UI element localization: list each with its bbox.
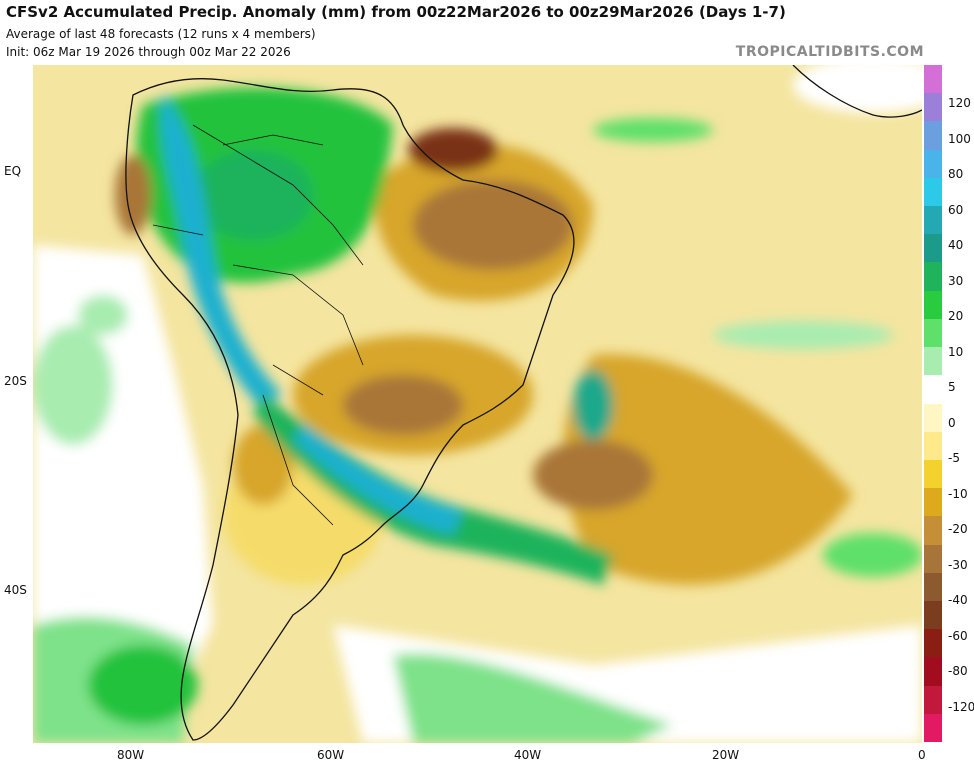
country-borders <box>152 124 364 526</box>
lat-label-20s: 20S <box>4 374 27 388</box>
map-subtitle-average: Average of last 48 forecasts (12 runs x … <box>6 27 316 41</box>
colorbar-tick-label: 60 <box>948 202 964 217</box>
east-atlantic-wet-patch <box>823 533 922 577</box>
colorbar-swatch <box>924 177 942 207</box>
lon-label-80w: 80W <box>117 748 145 762</box>
northeast-brazil-dry-core <box>413 180 573 270</box>
colorbar-swatch <box>924 657 942 687</box>
tropical-atlantic-wet-patch <box>713 321 893 349</box>
lon-label-60w: 60W <box>317 748 345 762</box>
colorbar-swatch <box>924 403 942 433</box>
andes-wet-band <box>160 95 283 405</box>
far-south-wet-core <box>88 645 198 725</box>
colorbar-tick-label: 5 <box>948 380 956 395</box>
east-pacific-wet-patch <box>78 295 128 335</box>
subtropical-atlantic-dry <box>563 354 853 585</box>
frontal-wet-band <box>253 395 613 585</box>
colorbar-swatch <box>924 685 942 715</box>
colorbar-swatch <box>924 431 942 461</box>
lon-label-20w: 20W <box>712 748 740 762</box>
equatorial-atlantic-wet-patch <box>593 118 713 142</box>
lat-label-40s: 40S <box>4 583 27 597</box>
colorbar-swatch <box>924 262 942 292</box>
argentina-dry-core <box>233 425 293 505</box>
colorbar-swatch <box>924 206 942 235</box>
lon-label-40w: 40W <box>514 748 542 762</box>
colorbar-tick-label: 120 <box>948 96 971 110</box>
colorbar-tick-label: 80 <box>948 167 964 182</box>
africa-europe-coastline <box>792 65 922 118</box>
colorbar-swatch <box>924 375 942 404</box>
colorbar-tick-label: 40 <box>948 238 964 253</box>
colorbar-tick-label: 10 <box>948 344 964 359</box>
colorbar-swatch <box>924 488 942 517</box>
equatorial-dry-core <box>408 128 498 172</box>
lon-label-0: 0 <box>918 748 926 762</box>
colorbar-swatch <box>924 65 942 94</box>
colorbar-swatch <box>924 459 942 489</box>
colorbar-tick-label: -40 <box>948 593 968 608</box>
colorbar-swatch <box>924 121 942 151</box>
precip-anomaly-map <box>33 65 922 743</box>
colorbar-swatch <box>924 347 942 376</box>
frontal-wet-core <box>293 425 463 535</box>
central-brazil-dry-core <box>343 375 463 435</box>
southern-ocean-wet-band <box>393 653 673 743</box>
colorbar <box>924 65 942 743</box>
lat-label-eq: EQ <box>4 164 22 178</box>
colorbar-tick-label: 0 <box>948 415 956 430</box>
pacific-wet-patch <box>33 325 113 445</box>
colorbar-tick-label: -80 <box>948 664 968 679</box>
colorbar-tick-label: -20 <box>948 522 968 537</box>
colorbar-tick-label: -120 <box>948 700 974 714</box>
colorbar-swatch <box>924 234 942 263</box>
map-subtitle-init: Init: 06z Mar 19 2026 through 00z Mar 22… <box>6 45 291 59</box>
colorbar-tick-label: -10 <box>948 486 968 501</box>
colorbar-tick-label: 30 <box>948 273 964 288</box>
europe-africa-neutral <box>793 65 922 113</box>
colorbar-swatch <box>924 713 942 743</box>
offshore-wet-cell <box>573 370 613 440</box>
colorbar-tick-label: 20 <box>948 309 964 324</box>
colorbar-swatch <box>924 629 942 658</box>
colorbar-tick-label: 100 <box>948 131 971 146</box>
colorbar-swatch <box>924 544 942 574</box>
south-america-coastline <box>125 78 575 741</box>
colorbar-swatch <box>924 516 942 546</box>
colorbar-tick-label: -60 <box>948 628 968 643</box>
colorbar-tick-label: -5 <box>948 451 960 466</box>
colorbar-swatch <box>924 149 942 179</box>
colorbar-swatch <box>924 600 942 630</box>
colorbar-swatch <box>924 290 942 320</box>
map-title: CFSv2 Accumulated Precip. Anomaly (mm) f… <box>6 3 786 21</box>
coastlines <box>125 65 922 741</box>
colorbar-tick-label: -30 <box>948 557 968 572</box>
subtropical-atlantic-dry-core <box>533 440 653 510</box>
brand-watermark: TROPICALTIDBITS.COM <box>735 44 924 60</box>
western-peru-dry <box>115 155 151 235</box>
colorbar-swatch <box>924 572 942 602</box>
amazon-wet-core <box>193 150 313 240</box>
colorbar-swatch <box>924 318 942 348</box>
colorbar-swatch <box>924 93 942 122</box>
